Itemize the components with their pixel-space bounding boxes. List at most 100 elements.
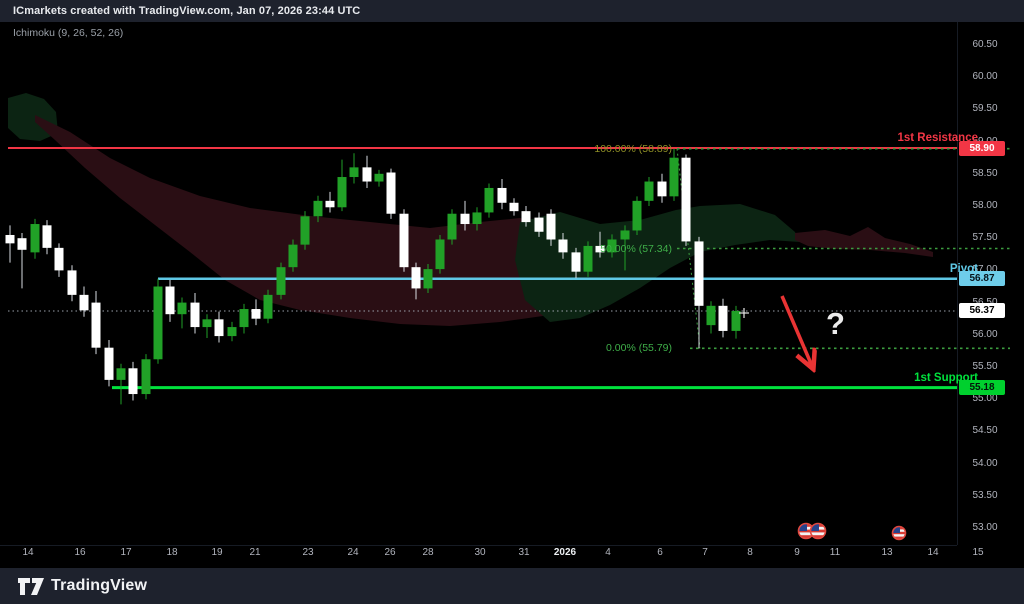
candle-12 <box>153 278 163 364</box>
support-price-tag[interactable]: 55.18 <box>959 380 1005 396</box>
candle-57 <box>706 301 716 334</box>
economic-event-us-flag-icon[interactable] <box>809 522 827 540</box>
candle-0 <box>5 225 15 263</box>
time-axis-divider <box>0 545 957 546</box>
candle-28 <box>349 153 359 184</box>
candle-45 <box>558 233 568 259</box>
time-axis-tick: 24 <box>347 547 359 558</box>
ichimoku-cloud-3 <box>795 227 933 257</box>
candle-35 <box>435 234 445 274</box>
top-bar: ICmarkets created with TradingView.com, … <box>0 0 1024 22</box>
last-price-price-tag[interactable]: 56.37 <box>959 303 1005 319</box>
candle-24 <box>300 211 310 250</box>
pivot-label: Pivot <box>949 262 978 275</box>
price-axis-tick: 53.50 <box>972 489 998 501</box>
price-axis-tick: 58.00 <box>972 200 998 211</box>
time-axis-tick: 18 <box>166 547 178 558</box>
time-axis-tick: 9 <box>794 547 800 558</box>
price-axis-tick: 54.50 <box>972 425 998 437</box>
candle-9 <box>116 363 126 405</box>
question-mark-annotation: ? <box>826 306 845 341</box>
price-axis-tick: 54.00 <box>972 457 998 469</box>
down-arrow-annotation <box>780 295 812 366</box>
time-axis-tick: 4 <box>605 547 611 558</box>
chart-attribution-text: ICmarkets created with TradingView.com, … <box>13 5 361 17</box>
time-axis-tick: 19 <box>211 547 223 558</box>
price-axis-tick: 58.50 <box>972 167 998 179</box>
candle-59 <box>731 305 741 339</box>
candle-51 <box>632 196 642 235</box>
bottom-bar: TradingView <box>0 568 1024 604</box>
resistance-price-tag[interactable]: 58.90 <box>959 140 1005 156</box>
candle-7 <box>91 291 101 355</box>
candle-49 <box>607 234 617 258</box>
candle-29 <box>362 155 372 188</box>
candle-6 <box>79 286 89 317</box>
price-axis-tick: 57.50 <box>972 232 998 244</box>
candle-10 <box>128 361 138 401</box>
time-axis-tick: 6 <box>657 547 663 558</box>
price-axis-tick: 53.00 <box>972 522 998 533</box>
candle-5 <box>67 265 77 302</box>
time-axis-tick: 15 <box>972 547 984 558</box>
candle-8 <box>104 339 114 387</box>
economic-event-us-flag-icon[interactable] <box>891 525 907 541</box>
candle-54 <box>669 148 679 201</box>
time-axis-tick: 13 <box>881 547 893 558</box>
candle-36 <box>447 209 457 245</box>
time-axis-tick: 30 <box>474 547 486 558</box>
time-axis-tick: 7 <box>702 547 708 558</box>
candle-39 <box>484 183 494 218</box>
time-axis-tick: 16 <box>74 547 86 558</box>
tradingview-logo[interactable]: TradingView <box>18 577 147 595</box>
time-axis-tick: 23 <box>302 547 314 558</box>
time-axis-tick-year: 2026 <box>553 547 577 558</box>
price-axis-tick: 56.50 <box>972 296 998 308</box>
candle-22 <box>276 262 286 300</box>
candle-27 <box>337 159 347 212</box>
candle-18 <box>227 321 237 342</box>
candle-56 <box>694 236 704 349</box>
time-axis-tick: 8 <box>747 547 753 558</box>
fib-level-label: 50.00% (57.34) <box>600 242 672 255</box>
price-axis-tick: 55.00 <box>972 393 998 405</box>
price-axis-tick: 59.50 <box>972 103 998 115</box>
candle-1 <box>17 233 27 289</box>
candle-41 <box>509 198 519 216</box>
ichimoku-cloud-2 <box>515 204 800 322</box>
candle-31 <box>386 168 396 219</box>
candle-55 <box>681 154 691 246</box>
pivot-price-tag[interactable]: 56.87 <box>959 271 1005 287</box>
fib-diagonal-line <box>676 148 701 349</box>
candle-48 <box>595 231 605 258</box>
tradingview-logo-text: TradingView <box>51 577 148 594</box>
candle-33 <box>411 262 421 300</box>
candle-25 <box>313 195 323 223</box>
tradingview-logo-icon <box>18 577 44 595</box>
time-axis-tick: 21 <box>249 547 261 558</box>
candle-43 <box>534 212 544 237</box>
candle-38 <box>472 207 482 231</box>
candle-42 <box>521 206 531 227</box>
price-axis-tick: 60.50 <box>972 39 998 50</box>
candle-44 <box>546 209 556 246</box>
candle-53 <box>657 173 667 203</box>
candle-14 <box>177 297 187 329</box>
candle-13 <box>165 280 175 322</box>
support-label: 1st Support <box>914 371 978 384</box>
price-axis-tick: 56.00 <box>972 328 998 340</box>
indicator-label[interactable]: Ichimoku (9, 26, 52, 26) <box>13 27 124 39</box>
time-axis-tick: 31 <box>518 547 530 558</box>
candle-15 <box>190 292 200 334</box>
candle-20 <box>251 299 261 326</box>
candle-58 <box>718 298 728 338</box>
time-axis-tick: 11 <box>829 547 841 558</box>
resistance-label: 1st Resistance <box>897 132 978 145</box>
candle-19 <box>239 303 249 334</box>
fib-level-label: 0.00% (55.79) <box>606 342 672 355</box>
candle-37 <box>460 200 470 231</box>
candle-34 <box>423 263 433 293</box>
candle-47 <box>583 241 593 277</box>
